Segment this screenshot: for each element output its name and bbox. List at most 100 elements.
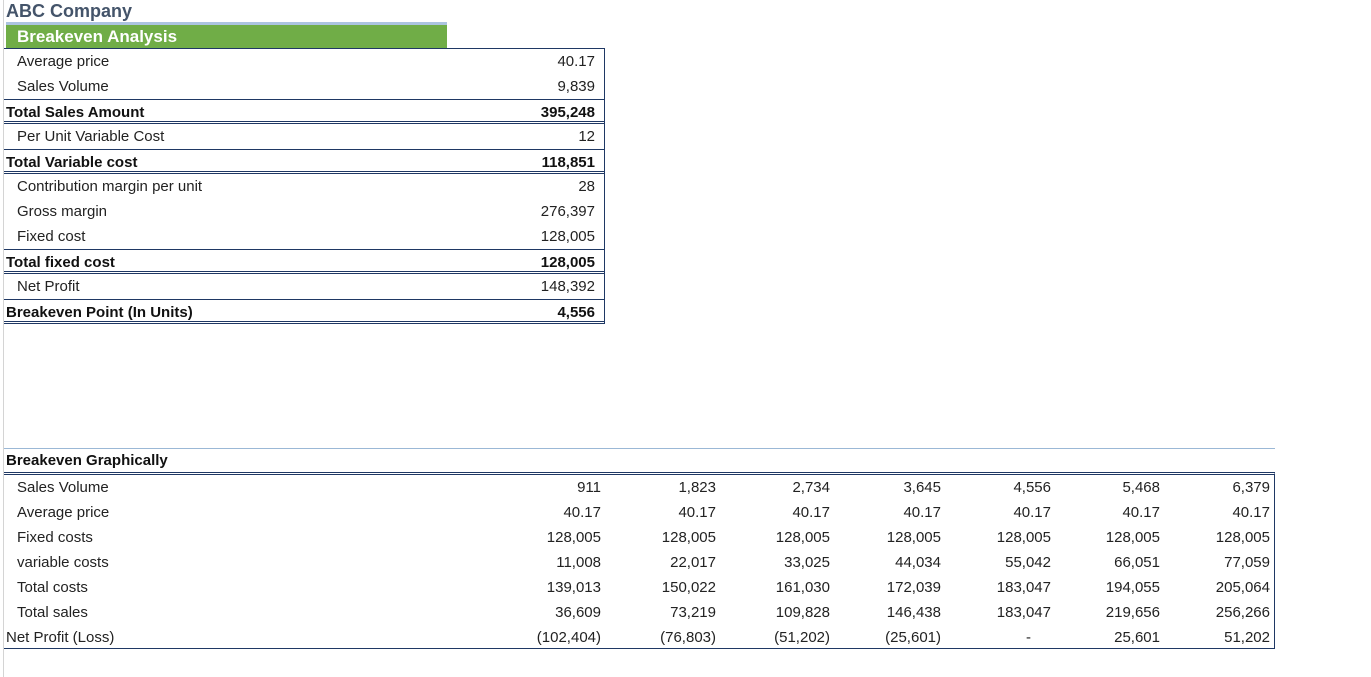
graphical-row-label: Sales Volume	[17, 479, 109, 496]
graphical-cell[interactable]: 183,047	[996, 604, 1051, 621]
graphical-cell[interactable]: 172,039	[886, 579, 941, 596]
summary-row-label: Total Sales Amount	[6, 104, 145, 121]
graphical-row: Net Profit (Loss) (102,404) (76,803) (51,20…	[4, 625, 1274, 650]
graphical-cell[interactable]: (51,202)	[774, 629, 830, 646]
graphical-cell[interactable]: 22,017	[670, 554, 716, 571]
summary-row-value[interactable]: 118,851	[541, 154, 595, 171]
graphical-cell[interactable]: 128,005	[996, 529, 1051, 546]
summary-row: Net Profit 148,392	[4, 274, 604, 299]
summary-row-label: Average price	[17, 53, 110, 70]
summary-row-value[interactable]: 40.17	[557, 53, 595, 70]
graphical-cell[interactable]: 40.17	[678, 504, 716, 521]
graphical-row-label: Average price	[17, 504, 110, 521]
graphical-cell[interactable]: 5,468	[1122, 479, 1160, 496]
summary-row: Fixed cost 128,005	[4, 224, 604, 249]
graphical-row: variable costs 11,008 22,017 33,025 44,034 55…	[4, 550, 1274, 575]
summary-row-label: Net Profit	[17, 278, 80, 295]
graphical-cell[interactable]: 911	[577, 479, 601, 496]
summary-row: Gross margin 276,397	[4, 199, 604, 224]
graphical-cell[interactable]: 4,556	[1013, 479, 1051, 496]
graphical-cell[interactable]: 150,022	[661, 579, 716, 596]
graphical-cell[interactable]: 194,055	[1105, 579, 1160, 596]
graphical-cell[interactable]: 128,005	[661, 529, 716, 546]
summary-row-value[interactable]: 276,397	[540, 203, 595, 220]
summary-row-label: Fixed cost	[17, 228, 86, 245]
summary-row: Sales Volume 9,839	[4, 74, 604, 99]
graphical-cell[interactable]: 40.17	[563, 504, 601, 521]
summary-row-label: Gross margin	[17, 203, 108, 220]
graphical-cell[interactable]: (76,803)	[660, 629, 716, 646]
graphical-cell[interactable]: -	[1026, 629, 1031, 646]
summary-row-value[interactable]: 12	[578, 128, 595, 145]
summary-total-row: Breakeven Point (In Units) 4,556	[4, 299, 604, 324]
graphical-cell[interactable]: 73,219	[670, 604, 716, 621]
graphical-cell[interactable]: 11,008	[556, 554, 601, 571]
summary-row-value[interactable]: 395,248	[540, 104, 595, 121]
summary-row-value[interactable]: 28	[578, 178, 595, 195]
graphical-cell[interactable]: 44,034	[895, 554, 941, 571]
summary-row-label: Total fixed cost	[6, 254, 115, 271]
graphical-cell[interactable]: 40.17	[1122, 504, 1160, 521]
graphical-cell[interactable]: 128,005	[775, 529, 830, 546]
summary-total-row: Total fixed cost 128,005	[4, 249, 604, 274]
graphical-cell[interactable]: 3,645	[903, 479, 941, 496]
summary-row-value[interactable]: 9,839	[557, 78, 595, 95]
graphical-cell[interactable]: 183,047	[996, 579, 1051, 596]
summary-total-row: Total Sales Amount 395,248	[4, 99, 604, 124]
graphical-cell[interactable]: 109,828	[775, 604, 830, 621]
sheet-left-border	[3, 0, 4, 677]
graphical-row: Total sales 36,609 73,219 109,828 146,438 183…	[4, 600, 1274, 625]
graphical-cell[interactable]: 128,005	[1105, 529, 1160, 546]
graphical-cell[interactable]: 205,064	[1215, 579, 1270, 596]
graphical-cell[interactable]: 40.17	[903, 504, 941, 521]
summary-row-value[interactable]: 4,556	[557, 304, 595, 321]
graphical-row: Sales Volume 911 1,823 2,734 3,645 4,556 5,468…	[4, 475, 1274, 500]
graphical-cell[interactable]: 40.17	[1232, 504, 1270, 521]
graphical-cell[interactable]: 55,042	[1005, 554, 1051, 571]
graphical-cell[interactable]: (102,404)	[536, 629, 601, 646]
graphical-cell[interactable]: 36,609	[555, 604, 601, 621]
summary-row-label: Breakeven Point (In Units)	[6, 304, 193, 321]
graphical-cell[interactable]: 1,823	[678, 479, 716, 496]
graphical-cell[interactable]: 219,656	[1105, 604, 1160, 621]
analysis-title-banner: Breakeven Analysis	[6, 25, 447, 48]
graphical-cell[interactable]: 6,379	[1232, 479, 1270, 496]
summary-row-value[interactable]: 148,392	[540, 278, 595, 295]
summary-row-label: Total Variable cost	[6, 154, 138, 171]
graphical-row: Fixed costs 128,005 128,005 128,005 128,005 1…	[4, 525, 1274, 550]
graphical-cell[interactable]: 51,202	[1224, 629, 1270, 646]
summary-row-label: Sales Volume	[17, 78, 109, 95]
summary-total-row: Total Variable cost 118,851	[4, 149, 604, 174]
graphical-cell[interactable]: (25,601)	[885, 629, 941, 646]
graphical-cell[interactable]: 40.17	[1013, 504, 1051, 521]
graphical-cell[interactable]: 33,025	[784, 554, 830, 571]
graphical-cell[interactable]: 146,438	[886, 604, 941, 621]
graphical-cell[interactable]: 256,266	[1215, 604, 1270, 621]
graphical-row-label: Total costs	[17, 579, 88, 596]
graphical-cell[interactable]: 2,734	[792, 479, 830, 496]
graphical-row-label: Total sales	[17, 604, 88, 621]
graphical-cell[interactable]: 128,005	[546, 529, 601, 546]
summary-row: Contribution margin per unit 28	[4, 174, 604, 199]
graphical-row-label: variable costs	[17, 554, 109, 571]
summary-row-value[interactable]: 128,005	[540, 254, 595, 271]
graphical-row-label: Fixed costs	[17, 529, 93, 546]
graphical-row: Average price 40.17 40.17 40.17 40.17 40.17 40…	[4, 500, 1274, 525]
summary-table: Average price 40.17 Sales Volume 9,839 Total…	[4, 49, 604, 324]
graphical-cell[interactable]: 77,059	[1224, 554, 1270, 571]
summary-row-label: Contribution margin per unit	[17, 178, 203, 195]
summary-row-label: Per Unit Variable Cost	[17, 128, 165, 145]
graphical-table-frame	[4, 472, 1275, 649]
summary-row-value[interactable]: 128,005	[540, 228, 595, 245]
summary-row: Per Unit Variable Cost 12	[4, 124, 604, 149]
graphical-cell[interactable]: 128,005	[886, 529, 941, 546]
graphical-cell[interactable]: 161,030	[775, 579, 830, 596]
section-divider	[4, 448, 1275, 449]
graphical-section-title: Breakeven Graphically	[6, 452, 168, 469]
graphical-cell[interactable]: 139,013	[546, 579, 601, 596]
graphical-cell[interactable]: 66,051	[1114, 554, 1160, 571]
graphical-cell[interactable]: 128,005	[1215, 529, 1270, 546]
graphical-row-label: Net Profit (Loss)	[6, 629, 115, 646]
graphical-cell[interactable]: 25,601	[1114, 629, 1160, 646]
graphical-cell[interactable]: 40.17	[792, 504, 830, 521]
